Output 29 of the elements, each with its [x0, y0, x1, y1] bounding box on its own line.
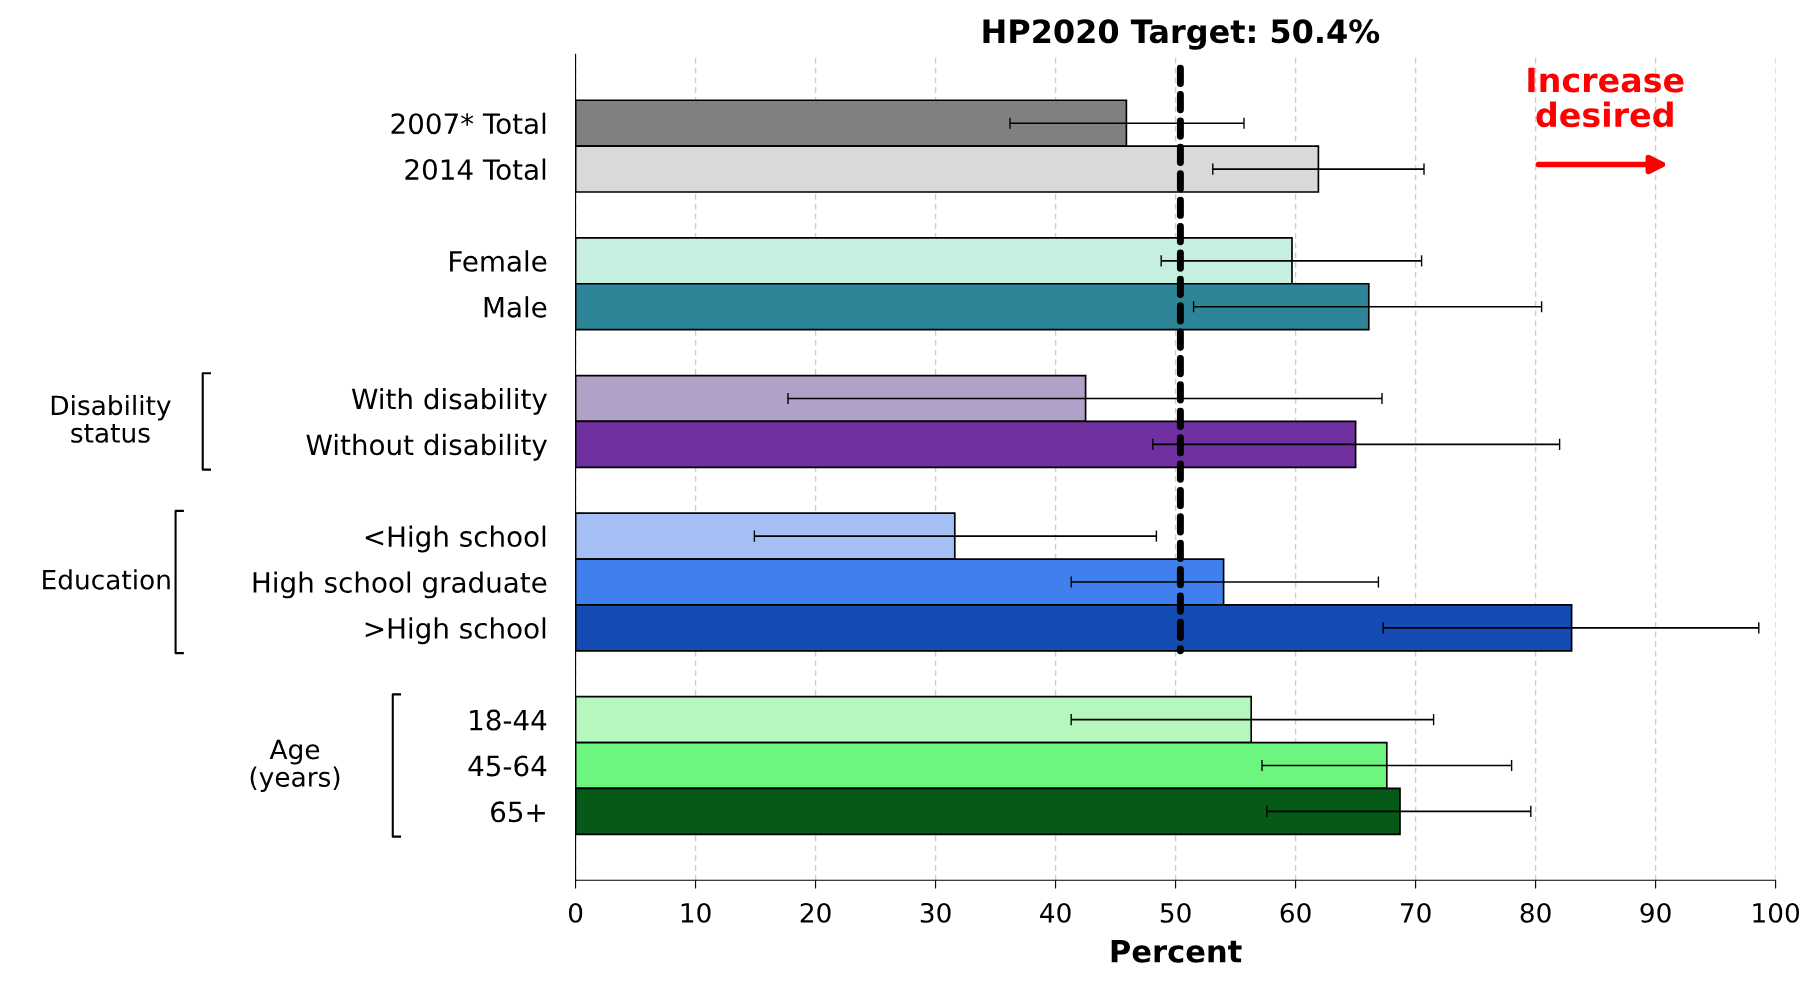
- x-tick-label: 0: [568, 902, 583, 923]
- y-tick-label: >High school: [365, 617, 546, 645]
- x-tick-label: 30: [920, 902, 951, 923]
- x-tick-label: 80: [1520, 902, 1551, 923]
- y-tick-label: High school graduate: [253, 571, 547, 599]
- y-tick-label: 65+: [491, 801, 545, 823]
- x-tick-label: 40: [1040, 902, 1071, 923]
- x-tick-label: 70: [1400, 902, 1431, 923]
- x-tick-label: 60: [1280, 902, 1311, 923]
- y-tick-label: <High school: [365, 525, 546, 553]
- x-tick-label: 50: [1160, 902, 1191, 923]
- x-axis-title: Percent: [1111, 940, 1242, 963]
- y-tick-label: 2007* Total: [391, 112, 546, 135]
- y-tick-label: 45-64: [468, 755, 547, 777]
- y-tick-label: Male: [484, 296, 547, 318]
- y-tick-label: With disability: [351, 387, 547, 415]
- text: Disability status: [51, 394, 171, 443]
- text: Age (years): [250, 739, 340, 793]
- x-tick-label: 90: [1640, 902, 1671, 923]
- y-tick-label: Female: [450, 250, 547, 272]
- y-tick-label: 2014 Total: [405, 158, 546, 181]
- annotation: Increase desired: [1528, 67, 1684, 128]
- y-tick-label: Without disability: [306, 433, 547, 461]
- x-tick-label: 100: [1753, 902, 1800, 923]
- ref-line-label: HP2020 Target: 50.4%: [983, 19, 1380, 50]
- x-tick-label: 20: [800, 902, 831, 923]
- text: Education: [43, 569, 170, 590]
- y-tick-label: 18-44: [470, 709, 547, 731]
- x-tick-label: 10: [681, 902, 711, 923]
